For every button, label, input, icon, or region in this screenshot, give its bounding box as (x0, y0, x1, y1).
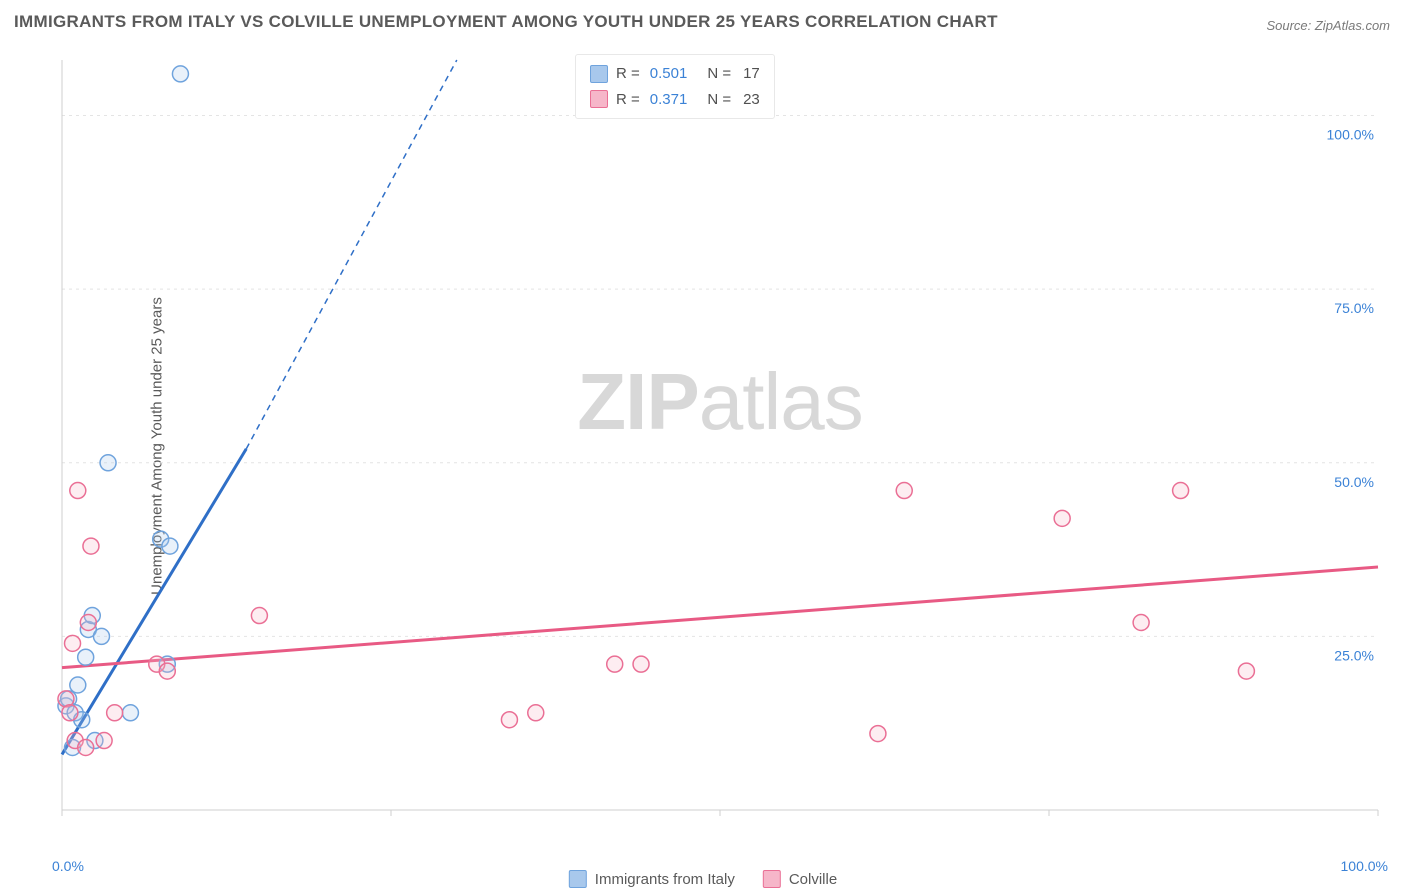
svg-text:50.0%: 50.0% (1334, 474, 1374, 490)
r-label: R = (616, 61, 640, 87)
correlation-legend: R = 0.501 N = 17 R = 0.371 N = 23 (575, 54, 775, 119)
legend-row-colville: R = 0.371 N = 23 (590, 87, 760, 113)
r-value-colville: 0.371 (650, 87, 688, 113)
chart-area: 25.0%50.0%75.0%100.0% ZIPatlas (50, 50, 1390, 850)
n-value-italy: 17 (743, 61, 760, 87)
swatch-italy-icon (569, 870, 587, 888)
r-value-italy: 0.501 (650, 61, 688, 87)
swatch-colville-icon (763, 870, 781, 888)
svg-text:25.0%: 25.0% (1334, 647, 1374, 663)
scatter-chart-svg: 25.0% 50.0% 75.0% 100.0% (50, 50, 1390, 850)
svg-text:100.0%: 100.0% (1327, 127, 1374, 143)
legend-item-italy: Immigrants from Italy (569, 870, 735, 888)
svg-text:75.0%: 75.0% (1334, 300, 1374, 316)
legend-label-colville: Colville (789, 871, 837, 888)
n-label: N = (707, 87, 731, 113)
r-label: R = (616, 87, 640, 113)
legend-item-colville: Colville (763, 870, 837, 888)
n-label: N = (707, 61, 731, 87)
swatch-italy (590, 65, 608, 83)
legend-label-italy: Immigrants from Italy (595, 871, 735, 888)
x-axis-max-label: 100.0% (1341, 858, 1388, 874)
series-legend: Immigrants from Italy Colville (569, 870, 837, 888)
swatch-colville (590, 90, 608, 108)
x-axis-min-label: 0.0% (52, 858, 84, 874)
legend-row-italy: R = 0.501 N = 17 (590, 61, 760, 87)
n-value-colville: 23 (743, 87, 760, 113)
chart-title: IMMIGRANTS FROM ITALY VS COLVILLE UNEMPL… (14, 12, 998, 32)
source-attribution: Source: ZipAtlas.com (1266, 18, 1390, 33)
